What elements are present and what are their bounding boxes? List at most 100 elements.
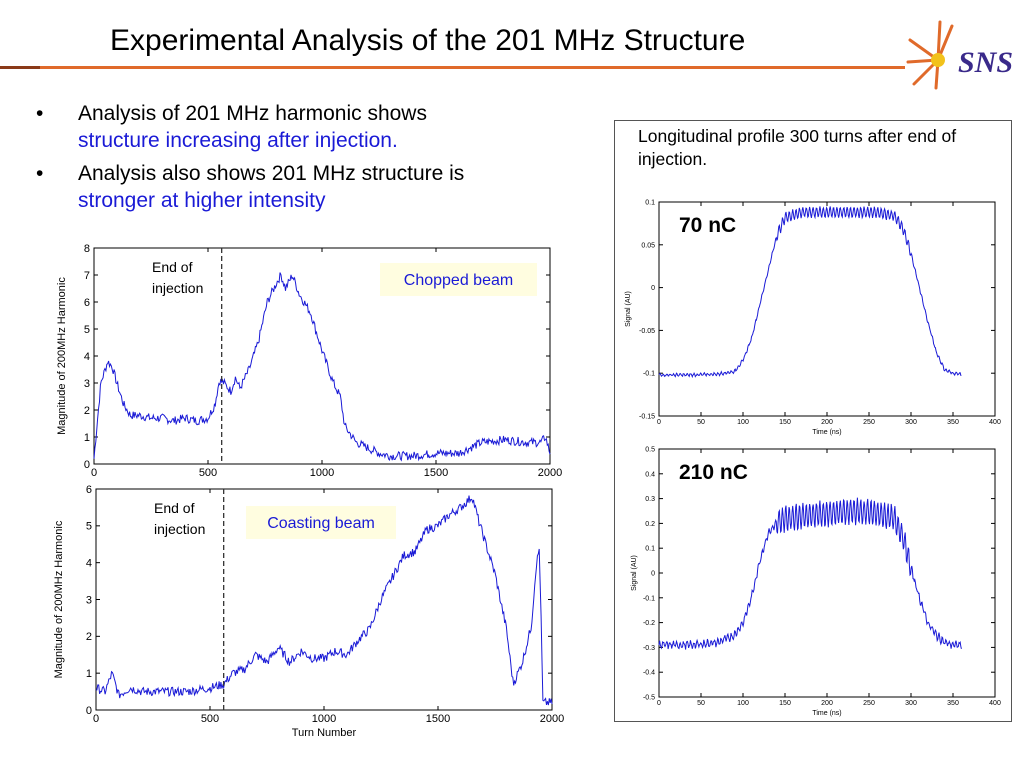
beam-label-box	[380, 263, 537, 296]
intensity-label: 210 nC	[679, 461, 748, 484]
x-tick-label: 350	[947, 700, 959, 707]
series-line	[658, 497, 962, 650]
y-tick-label: -0.1	[643, 371, 655, 378]
plot-frame	[658, 201, 996, 417]
sns-logo-icon: SNS	[906, 20, 1013, 90]
y-tick-label: 2	[86, 631, 92, 643]
bullet-text: Analysis of 201 MHz harmonic shows	[78, 102, 427, 125]
x-tick-label: 200	[821, 700, 833, 707]
beam-label-box	[246, 506, 396, 539]
injection-label: injection	[152, 280, 203, 296]
title-underline-accent	[0, 66, 40, 69]
y-tick-label: -0.5	[643, 694, 655, 701]
x-tick-label: 500	[199, 467, 217, 479]
y-axis-label: Signal (AU)	[631, 555, 638, 591]
y-tick-label: -0.2	[643, 620, 655, 627]
y-tick-label: 0.1	[645, 199, 655, 206]
bullet-tail: .	[392, 129, 398, 152]
x-tick-label: 50	[697, 700, 705, 707]
y-tick-label: 2	[84, 405, 90, 417]
x-tick-label: 2000	[540, 713, 564, 725]
x-tick-label: 400	[989, 700, 1001, 707]
bullet-text: Analysis also shows 201 MHz structure is	[78, 162, 465, 185]
y-tick-label: -0.1	[643, 595, 655, 602]
y-tick-label: 0.2	[645, 521, 655, 528]
y-tick-label: 0	[84, 459, 90, 471]
y-tick-label: 6	[86, 484, 92, 496]
y-tick-label: 0.05	[641, 242, 655, 249]
bullet-highlight: structure increasing after injection	[78, 129, 392, 152]
x-tick-label: 1500	[424, 467, 448, 479]
injection-label: End of	[152, 259, 193, 275]
bullet-item: • Analysis also shows 201 MHz structure …	[30, 160, 590, 214]
y-tick-label: 3	[84, 378, 90, 390]
y-tick-label: 0.4	[645, 471, 655, 478]
x-tick-label: 350	[947, 419, 959, 426]
y-tick-label: 0	[651, 570, 655, 577]
title-underline	[0, 66, 905, 69]
x-tick-label: 100	[737, 700, 749, 707]
y-tick-label: -0.05	[639, 328, 655, 335]
chart-profile-70: 0 50 100 150 200 250 300 350 400 -0.15 -0.1 -0.05 0 0…	[625, 199, 1001, 436]
y-tick-label: -0.3	[643, 645, 655, 652]
x-tick-label: 150	[779, 419, 791, 426]
intensity-label: 70 nC	[679, 214, 736, 237]
bullet-list: • Analysis of 201 MHz harmonic shows str…	[30, 100, 590, 220]
x-tick-label: 300	[905, 700, 917, 707]
bullet-marker: •	[36, 102, 44, 125]
x-axis-label: Time (ns)	[812, 710, 841, 717]
logo-text: SNS	[958, 46, 1013, 79]
x-tick-label: 150	[779, 700, 791, 707]
y-tick-label: -0.4	[643, 670, 655, 677]
chart-chopped: 0 500 1000 1500 2000 0 1 2 3 4 5 6 7 8 Magnitude of 20…	[56, 243, 562, 479]
y-axis-label: Magnitude of 200MHz Harmonic	[53, 520, 65, 678]
y-tick-label: 0.1	[645, 546, 655, 553]
x-tick-label: 0	[93, 713, 99, 725]
x-tick-label: 250	[863, 700, 875, 707]
profile-panel	[614, 120, 1012, 722]
y-axis-label: Magnitude of 200MHz Harmonic	[56, 277, 68, 435]
bullet-highlight: stronger at higher intensity	[78, 189, 326, 212]
series-line	[658, 206, 962, 379]
series-line	[93, 272, 551, 462]
y-tick-label: 0.3	[645, 496, 655, 503]
y-tick-label: 0	[86, 705, 92, 717]
y-tick-label: 4	[86, 558, 92, 570]
x-tick-label: 50	[697, 419, 705, 426]
y-tick-label: 5	[86, 521, 92, 533]
x-tick-label: 200	[821, 419, 833, 426]
x-tick-label: 100	[737, 419, 749, 426]
x-tick-label: 250	[863, 419, 875, 426]
x-tick-label: 1000	[312, 713, 336, 725]
panel-caption: Longitudinal profile 300 turns after end…	[638, 126, 957, 169]
y-tick-label: 4	[84, 351, 90, 363]
x-tick-label: 500	[201, 713, 219, 725]
x-tick-label: 0	[91, 467, 97, 479]
x-tick-label: 300	[905, 419, 917, 426]
x-axis-label: Time (ns)	[812, 429, 841, 436]
slide-title: Experimental Analysis of the 201 MHz Str…	[110, 24, 746, 57]
x-tick-label: 2000	[538, 467, 562, 479]
bullet-marker: •	[36, 162, 44, 185]
x-axis-label: Turn Number	[292, 727, 357, 739]
series-line	[95, 495, 553, 706]
bullet-item: • Analysis of 201 MHz harmonic shows str…	[30, 100, 590, 154]
beam-label: Coasting beam	[267, 515, 375, 532]
injection-label: End of	[154, 500, 195, 516]
x-tick-label: 400	[989, 419, 1001, 426]
chart-profile-210: 0 50 100 150 200 250 300 350 400 -0.5 -0.4 -0.3 -0.2…	[631, 446, 1001, 717]
plot-frame	[658, 448, 996, 698]
y-tick-label: 6	[84, 297, 90, 309]
injection-label: injection	[154, 521, 205, 537]
y-tick-label: 1	[86, 668, 92, 680]
y-tick-label: 1	[84, 432, 90, 444]
beam-label: Chopped beam	[404, 272, 513, 289]
y-tick-label: 5	[84, 324, 90, 336]
x-tick-label: 0	[657, 419, 661, 426]
y-tick-label: 8	[84, 243, 90, 255]
x-tick-label: 0	[657, 700, 661, 707]
y-tick-label: 7	[84, 270, 90, 282]
y-tick-label: 0	[651, 285, 655, 292]
y-tick-label: -0.15	[639, 413, 655, 420]
